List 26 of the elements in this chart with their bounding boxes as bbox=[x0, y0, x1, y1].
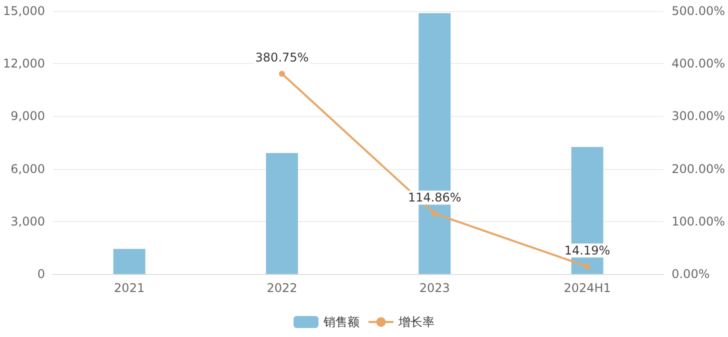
y2-tick-label: 100.00% bbox=[672, 214, 725, 228]
point bbox=[278, 70, 285, 77]
y2-tick-label: 200.00% bbox=[672, 162, 725, 176]
y2-tick-label: 400.00% bbox=[672, 56, 725, 71]
point bbox=[584, 264, 590, 270]
y-tick-label: 0 bbox=[37, 267, 45, 281]
legend-label: 销售额 bbox=[322, 315, 360, 329]
bar bbox=[113, 248, 146, 274]
y2-tick-label: 500.00% bbox=[672, 4, 725, 18]
data-label: 114.86% bbox=[408, 190, 462, 205]
data-label: 14.19% bbox=[564, 244, 610, 258]
x-tick-label: 2023 bbox=[419, 281, 450, 295]
bar bbox=[266, 153, 298, 274]
y2-tick-label: 300.00% bbox=[672, 109, 725, 124]
y-tick-label: 3,000 bbox=[10, 214, 45, 228]
y-tick-label: 9,000 bbox=[10, 109, 45, 124]
data-label: 380.75% bbox=[255, 50, 309, 65]
legend-label: 增长率 bbox=[398, 315, 434, 329]
x-tick-label: 2024H1 bbox=[564, 281, 611, 295]
y-tick-label: 15,000 bbox=[2, 4, 45, 18]
x-tick-label: 2022 bbox=[266, 281, 298, 295]
x-tick-label: 2021 bbox=[114, 281, 145, 295]
y-tick-label: 12,000 bbox=[2, 56, 45, 71]
y-tick-label: 6,000 bbox=[10, 162, 45, 176]
y2-tick-label: 0.00% bbox=[672, 267, 710, 281]
point bbox=[432, 210, 438, 217]
